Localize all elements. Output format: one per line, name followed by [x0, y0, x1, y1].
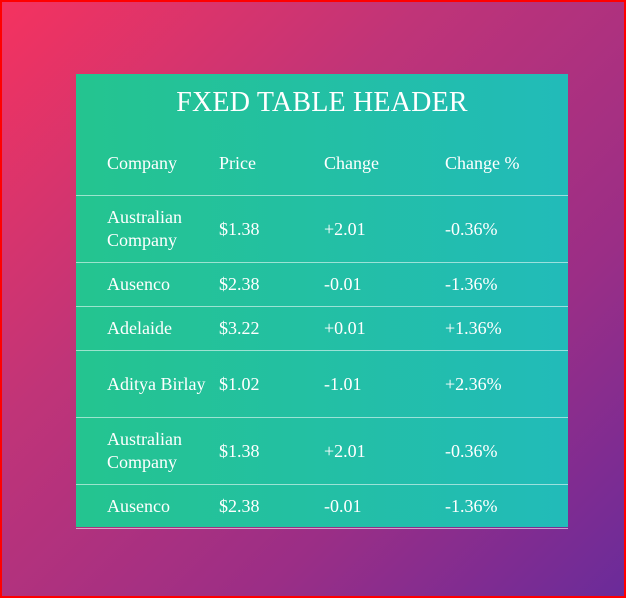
table-title: FXED TABLE HEADER [176, 87, 468, 118]
table-body: Australian Company $1.38 +2.01 -0.36% Au… [76, 195, 568, 529]
cell-change-percent: -1.36% [445, 274, 498, 294]
cell-price: $1.38 [219, 440, 260, 461]
cell-price: $2.38 [219, 274, 260, 294]
header-row: Company Price Change Change % [76, 132, 568, 196]
table-row: Adelaide $3.22 +0.01 +1.36% [76, 306, 568, 351]
table-row: Ausenco $2.38 -0.01 -1.36% [76, 484, 568, 529]
cell-price: $3.22 [219, 318, 260, 338]
cell-company: Ausenco [107, 496, 170, 516]
cell-change-percent: +1.36% [445, 318, 502, 338]
table-header: Company Price Change Change % [76, 132, 568, 196]
table-row: Aditya Birlay $1.02 -1.01 +2.36% [76, 350, 568, 418]
cell-change: +2.01 [324, 218, 366, 239]
column-header-price: Price [219, 153, 256, 173]
cell-change-percent: -0.36% [445, 218, 498, 239]
column-header-change-percent: Change % [445, 153, 520, 173]
column-header-change: Change [324, 153, 379, 173]
cell-change: +2.01 [324, 440, 366, 461]
table-row: Australian Company $1.38 +2.01 -0.36% [76, 195, 568, 263]
cell-change-percent: +2.36% [445, 373, 502, 394]
stock-table: Company Price Change Change % Australian… [76, 132, 568, 529]
cell-change: -0.01 [324, 496, 362, 516]
cell-company: Aditya Birlay [107, 373, 206, 394]
cell-change-percent: -1.36% [445, 496, 498, 516]
cell-change: -0.01 [324, 274, 362, 294]
table-panel: FXED TABLE HEADER Company Price Change C… [76, 74, 568, 529]
cell-price: $1.38 [219, 218, 260, 239]
table-row: Ausenco $2.38 -0.01 -1.36% [76, 262, 568, 307]
cell-price: $1.02 [219, 373, 260, 394]
cell-company: Australian Company [107, 207, 182, 250]
cell-company: Ausenco [107, 274, 170, 294]
table-row: Australian Company $1.38 +2.01 -0.36% [76, 417, 568, 485]
cell-change: -1.01 [324, 373, 362, 394]
cell-company: Adelaide [107, 318, 172, 338]
cell-change-percent: -0.36% [445, 440, 498, 461]
cell-company: Australian Company [107, 429, 182, 472]
cell-change: +0.01 [324, 318, 366, 338]
cell-price: $2.38 [219, 496, 260, 516]
column-header-company: Company [107, 153, 177, 173]
